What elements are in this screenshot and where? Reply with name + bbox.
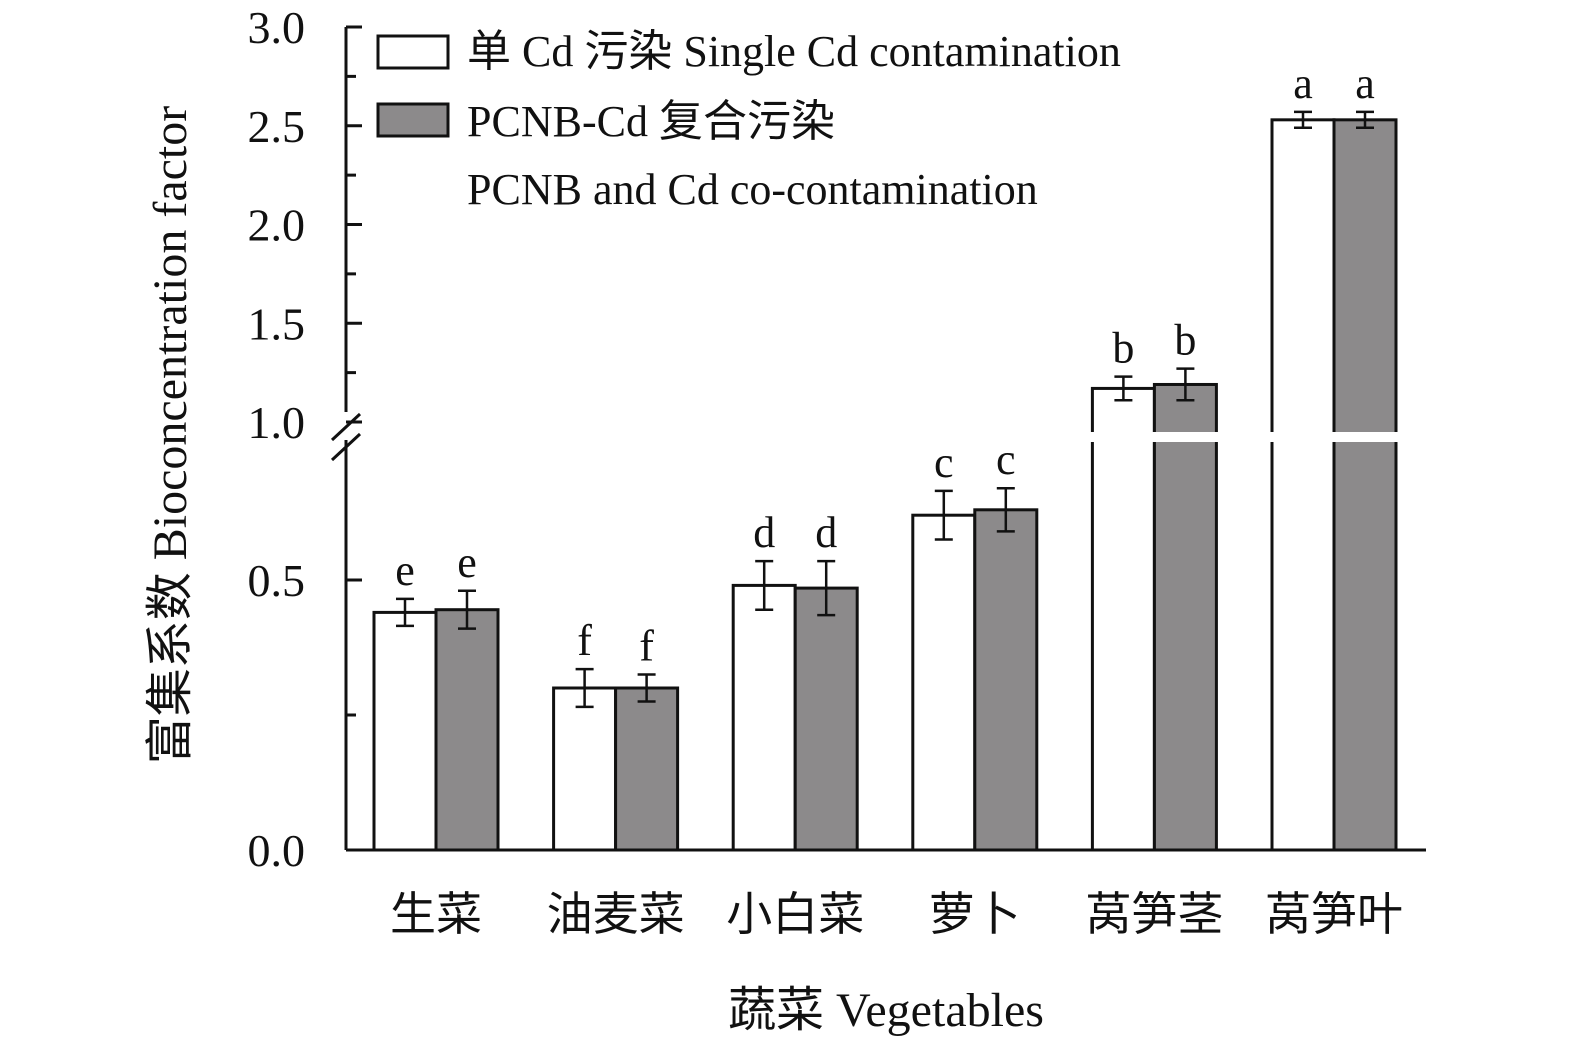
significance-label: b: [1112, 324, 1134, 373]
y-tick-label: 2.5: [248, 101, 306, 152]
x-tick-label: 萝卜: [929, 889, 1021, 940]
legend-label-combined-line2: PCNB and Cd co-contamination: [467, 165, 1038, 214]
significance-label: f: [577, 616, 592, 665]
significance-label: d: [753, 508, 775, 557]
y-tick-label: 3.0: [248, 2, 306, 53]
bar: [372, 610, 438, 852]
significance-label: c: [934, 438, 954, 487]
bar-break-gap: [1270, 432, 1336, 442]
axis-break-mark: [330, 412, 362, 442]
bar-break-gap: [1152, 432, 1219, 442]
bar: [552, 686, 618, 852]
significance-label: a: [1293, 59, 1313, 108]
bar-break-gap: [1090, 432, 1157, 442]
x-tick-label: 小白菜: [726, 889, 864, 940]
y-tick-label: 0.5: [248, 555, 306, 606]
bar: [614, 686, 680, 852]
bar: [434, 608, 500, 852]
x-tick-label: 油麦菜: [547, 889, 685, 940]
x-tick-label: 莴笋叶: [1265, 889, 1403, 940]
x-tick-label: 生菜: [390, 889, 482, 940]
axis-break-mark: [330, 432, 362, 462]
bar-break-gap: [1332, 432, 1398, 442]
legend-swatch-single: [376, 34, 450, 70]
label-layer: e e 生菜 f f 油麦菜 d d 小白菜 c c 萝卜 b b 莴笋茎 a a 莴笋叶: [390, 59, 1403, 940]
significance-label: e: [457, 538, 477, 587]
bar: [1152, 382, 1218, 852]
bar: [911, 513, 977, 852]
axis-layer: [330, 27, 1426, 852]
significance-label: a: [1355, 59, 1375, 108]
y-tick-label: 1.0: [248, 397, 306, 448]
significance-label: e: [395, 546, 415, 595]
tick-layer: 0.0 0.5 1.0 1.5 2.0 2.5 3.0: [248, 2, 362, 876]
bar: [731, 583, 797, 852]
x-axis-title: 蔬菜 Vegetables: [728, 984, 1044, 1037]
x-tick-label: 莴笋茎: [1085, 889, 1223, 940]
significance-label: f: [639, 622, 654, 671]
legend-label-single: 单 Cd 污染 Single Cd contamination: [467, 27, 1121, 76]
legend-swatch-combined: [376, 102, 450, 138]
y-tick-label: 1.5: [248, 298, 306, 349]
y-tick-label: 0.0: [248, 825, 306, 876]
bar: [793, 586, 859, 852]
legend-label-combined-line1: PCNB-Cd 复合污染: [467, 97, 835, 146]
y-tick-label: 2.0: [248, 200, 306, 251]
significance-label: c: [996, 435, 1016, 484]
bar: [1332, 118, 1398, 852]
significance-label: d: [815, 508, 837, 557]
y-axis-title: 富集系数 Bioconcentration factor: [144, 106, 197, 764]
bar: [1270, 118, 1336, 852]
bars-layer: [372, 110, 1398, 852]
legend: 单 Cd 污染 Single Cd contamination PCNB-Cd …: [376, 27, 1121, 214]
significance-label: b: [1174, 316, 1196, 365]
bar: [973, 508, 1039, 852]
bar: [1090, 386, 1156, 852]
